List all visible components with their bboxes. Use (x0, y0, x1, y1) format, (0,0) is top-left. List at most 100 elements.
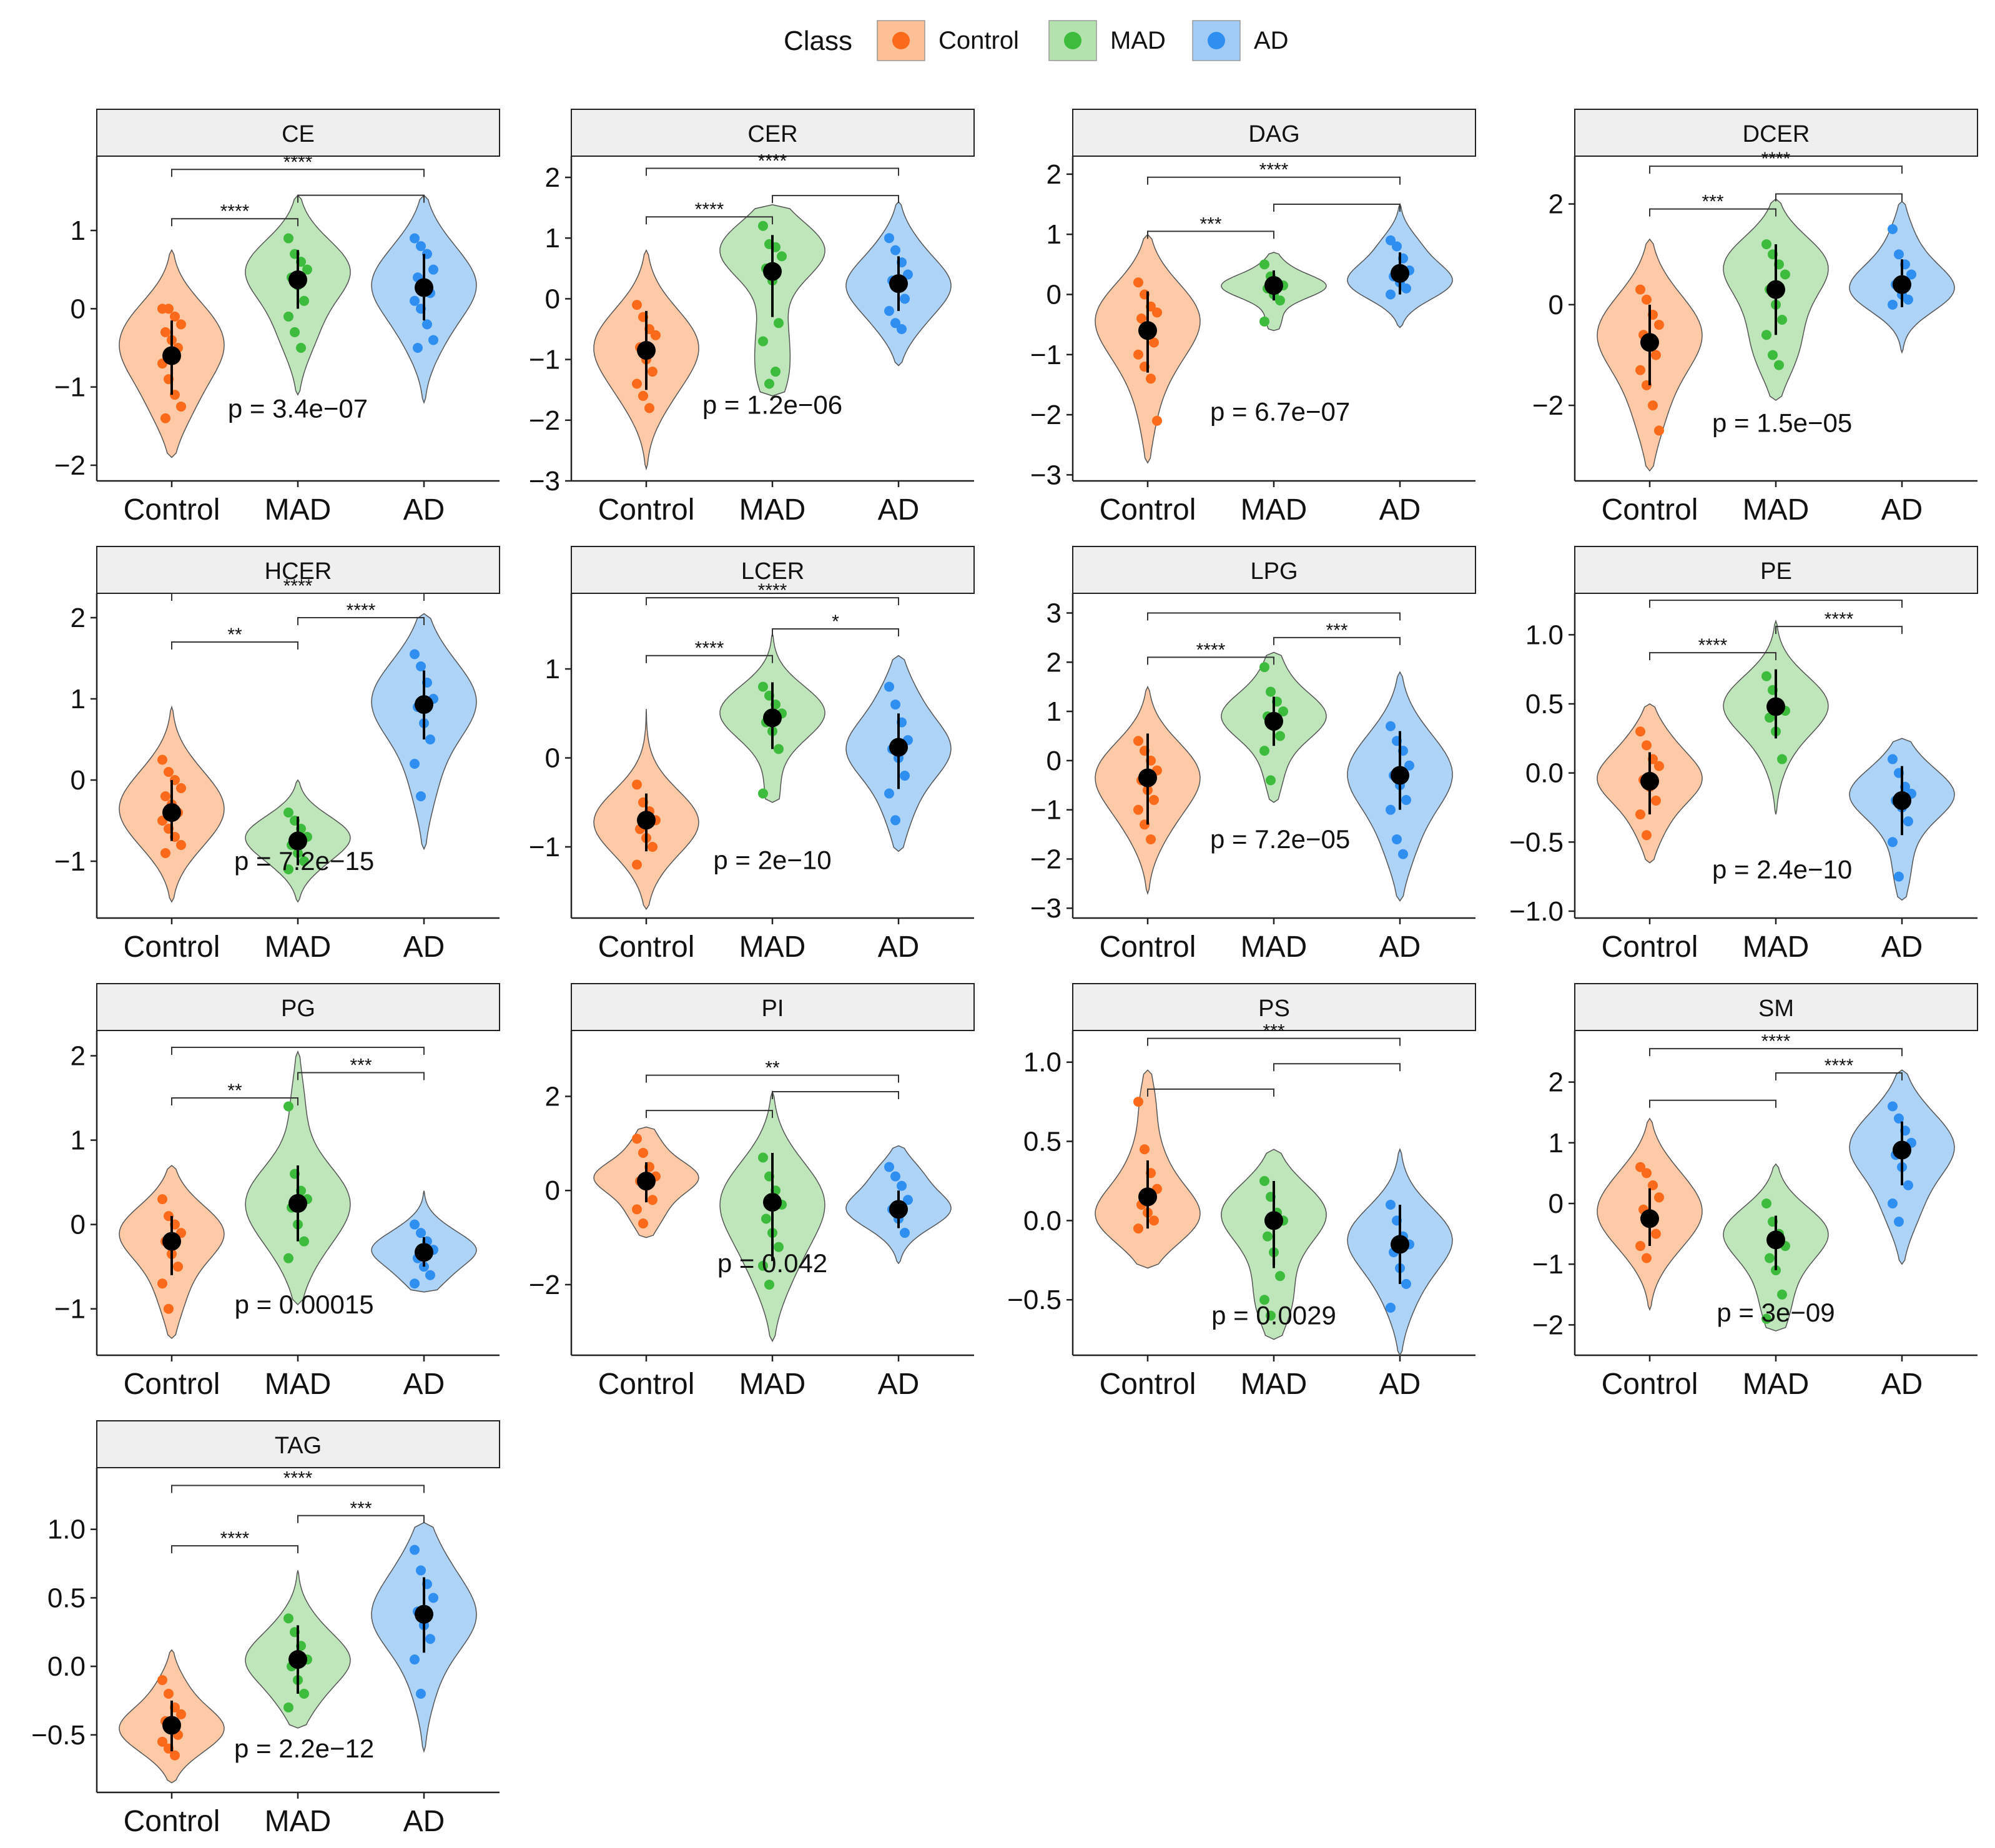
data-point (283, 864, 293, 874)
mean-point (1264, 276, 1283, 295)
data-point (296, 342, 306, 353)
data-point (1140, 1144, 1150, 1155)
significance-label: ** (227, 625, 242, 645)
mean-point (1391, 766, 1409, 785)
y-tick-label: 1.0 (47, 1514, 86, 1545)
legend: Class Control MAD AD (784, 20, 1289, 61)
y-tick-label: 2 (545, 162, 560, 193)
y-tick-label: −0.5 (1007, 1285, 1062, 1315)
mean-point (288, 1193, 307, 1213)
strip (571, 109, 975, 157)
significance-label: *** (1702, 192, 1723, 212)
data-point (758, 1260, 768, 1271)
data-point (416, 661, 426, 671)
mean-point (637, 1172, 656, 1191)
data-point (1635, 1241, 1645, 1252)
data-point (283, 1101, 293, 1112)
mean-point (1893, 791, 1911, 810)
data-point (1259, 1175, 1269, 1186)
data-point (1888, 299, 1898, 310)
data-point (1761, 239, 1771, 250)
data-point (410, 233, 420, 244)
p-value: p = 6.7e−07 (1210, 397, 1350, 426)
data-point (160, 413, 170, 423)
strip (1072, 546, 1476, 594)
data-point (283, 1702, 293, 1712)
significance-label: **** (283, 576, 313, 596)
data-point (1888, 754, 1898, 764)
data-point (1386, 289, 1396, 300)
mean-point (162, 1232, 181, 1251)
mean-point (1766, 697, 1785, 716)
mean-point (415, 278, 433, 297)
data-point (157, 1736, 167, 1747)
data-point (890, 815, 900, 826)
x-tick-label: MAD (265, 931, 332, 964)
significance-bracket (1147, 1088, 1274, 1097)
p-value: p = 0.0029 (1211, 1301, 1336, 1330)
data-point (157, 1675, 167, 1686)
data-point (884, 788, 894, 799)
data-point (1642, 1168, 1652, 1178)
mean-point (763, 1193, 782, 1212)
data-point (157, 1194, 167, 1205)
data-point (1152, 415, 1162, 426)
y-tick-label: 1.0 (1023, 1047, 1062, 1078)
x-tick-label: MAD (1743, 931, 1810, 964)
significance-bracket (1147, 230, 1274, 239)
significance-label: **** (758, 151, 787, 171)
x-tick-label: AD (403, 1805, 445, 1838)
panel-title: PI (762, 996, 784, 1022)
data-point (299, 1236, 309, 1247)
p-value: p = 3e−09 (1717, 1298, 1835, 1327)
data-point (1133, 277, 1143, 288)
significance-label: **** (695, 199, 724, 220)
legend-dot-control (892, 32, 910, 49)
data-point (1266, 1310, 1276, 1321)
data-point (890, 245, 900, 255)
data-point (1404, 760, 1414, 771)
x-tick-label: MAD (739, 931, 806, 964)
data-point (897, 324, 907, 335)
data-point (764, 1279, 774, 1290)
data-point (632, 1204, 642, 1215)
data-point (758, 336, 768, 347)
data-point (774, 744, 784, 754)
data-point (302, 264, 312, 275)
data-point (425, 1634, 435, 1644)
y-tick-label: 0.5 (47, 1583, 86, 1613)
data-point (758, 220, 768, 231)
y-tick-label: 1 (1047, 219, 1062, 250)
data-point (428, 335, 438, 345)
significance-label: **** (1825, 609, 1854, 630)
data-point (1266, 686, 1276, 697)
significance-bracket (646, 597, 899, 606)
significance-label: **** (1259, 160, 1289, 180)
x-tick-label: MAD (739, 493, 806, 526)
data-point (1386, 1302, 1396, 1313)
x-tick-label: MAD (1743, 493, 1810, 526)
x-tick-label: Control (1602, 931, 1698, 964)
data-point (1648, 1180, 1658, 1190)
data-point (632, 779, 642, 790)
data-point (1894, 1217, 1904, 1227)
mean-point (1640, 333, 1659, 352)
data-point (1133, 349, 1143, 360)
significance-label: **** (283, 152, 313, 172)
y-tick-label: 2 (71, 603, 86, 633)
y-tick-label: 1 (1047, 696, 1062, 727)
data-point (1146, 834, 1156, 844)
data-point (774, 318, 784, 329)
data-point (648, 1195, 658, 1205)
data-point (1888, 1198, 1898, 1209)
y-tick-label: −2 (1030, 400, 1062, 430)
data-point (632, 1134, 642, 1144)
data-point (283, 1613, 293, 1624)
y-tick-label: 0 (71, 1210, 86, 1240)
data-point (416, 1228, 426, 1238)
data-point (1275, 731, 1285, 741)
y-tick-label: −3 (1030, 460, 1062, 490)
panel-pi: PI −2 0 2 Control MAD AD ** p = 0.042 (529, 983, 975, 1401)
data-point (164, 1689, 174, 1699)
data-point (1152, 307, 1162, 318)
